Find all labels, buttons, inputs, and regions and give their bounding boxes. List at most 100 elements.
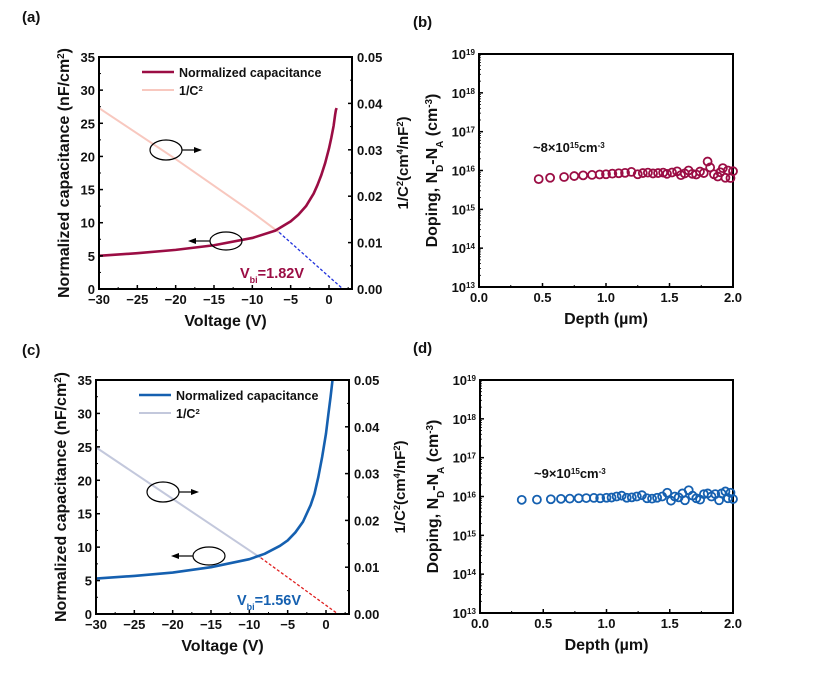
text-span: -3	[599, 467, 607, 476]
y-tick-label: 15	[78, 507, 92, 522]
data-point	[569, 171, 580, 181]
data-point	[626, 492, 637, 503]
text-span: 19	[467, 374, 476, 383]
text-span: bi	[247, 602, 255, 612]
y-right-tick-label: 0.01	[354, 560, 379, 575]
data-point	[648, 168, 658, 179]
x-tick-label: −30	[88, 292, 110, 307]
text-span: 1/C	[176, 407, 195, 421]
text-span: )	[395, 116, 412, 121]
text-span: 14	[467, 568, 476, 577]
x-tick-label: 0.0	[470, 290, 488, 305]
y-right-axis-label: 1/C2(cm4/nF2)	[395, 116, 412, 209]
x-tick-label: 1.0	[597, 290, 615, 305]
text-span: 1/C	[392, 510, 409, 534]
text-span: 2	[395, 181, 405, 186]
panel-label-b: (b)	[413, 14, 432, 31]
data-point	[680, 495, 690, 506]
data-point	[728, 166, 738, 177]
x-axis-label: Voltage (V)	[181, 638, 263, 655]
text-span: =1.82V	[258, 266, 305, 282]
text-span: D	[436, 491, 447, 498]
data-point	[607, 168, 618, 179]
doping-annotation: ~8×1015cm-3	[533, 140, 605, 155]
text-span: 18	[466, 86, 475, 95]
data-point	[594, 169, 605, 180]
data-point	[620, 167, 630, 178]
x-tick-label: −25	[126, 292, 148, 307]
text-span: 10	[452, 280, 466, 295]
text-span: 2	[395, 121, 405, 126]
text-span: 4	[392, 472, 402, 478]
text-span: 10	[452, 86, 466, 101]
y-right-tick-label: 0.02	[354, 513, 379, 528]
text-span: V	[240, 266, 250, 282]
y-right-tick-label: 0.00	[354, 607, 379, 622]
text-span: bi	[250, 275, 258, 285]
text-span: 2	[392, 505, 402, 510]
text-span: /nF	[395, 127, 412, 150]
x-tick-label: −20	[162, 617, 184, 632]
text-span: ~8×10	[533, 140, 570, 155]
panel-label-a: (a)	[22, 9, 40, 26]
x-tick-label: −25	[123, 617, 145, 632]
text-span: D	[435, 165, 446, 172]
x-axis-label: Voltage (V)	[184, 313, 266, 330]
y-tick-label: 25	[78, 440, 92, 455]
data-point	[559, 172, 569, 182]
data-point	[662, 168, 672, 179]
data-point	[516, 494, 527, 505]
y-tick-label: 30	[81, 83, 95, 98]
legend-label-capacitance: Normalized capacitance	[179, 66, 321, 80]
text-span: 18	[467, 412, 476, 421]
x-tick-label: −15	[200, 617, 222, 632]
y-tick-label: 35	[78, 373, 92, 388]
y-tick-label: 1017	[452, 125, 476, 140]
data-point	[632, 169, 643, 180]
text-span: A	[435, 141, 446, 148]
data-point	[588, 493, 599, 503]
text-span: 13	[466, 281, 475, 290]
text-span: 10	[453, 412, 467, 427]
vbi-annotation: Vbi=1.82V	[240, 266, 304, 285]
text-span: /nF	[392, 451, 409, 474]
ellipse-marker-right-axis	[149, 139, 183, 161]
x-tick-label: −15	[203, 292, 225, 307]
x-tick-label: 0	[322, 617, 329, 632]
x-tick-label: −5	[283, 292, 298, 307]
text-span: Doping, N	[424, 172, 441, 248]
y-right-tick-label: 0.05	[354, 373, 379, 388]
data-point	[601, 169, 611, 180]
linear-fit-dashed-line	[278, 231, 344, 290]
text-span: 14	[466, 242, 475, 251]
text-span: 10	[452, 47, 466, 62]
data-point	[652, 492, 662, 503]
text-span: )	[425, 420, 442, 425]
data-point	[611, 491, 622, 502]
capacitance-curve	[95, 379, 334, 580]
text-span: 15	[467, 529, 476, 538]
y-right-tick-label: 0.03	[357, 143, 382, 158]
x-tick-label: 2.0	[724, 290, 742, 305]
y-right-tick-label: 0.04	[354, 420, 380, 435]
y-tick-label: 25	[81, 116, 95, 131]
y-tick-label: 20	[81, 149, 95, 164]
arrow-left-icon	[188, 238, 196, 244]
text-span: 15	[466, 203, 475, 212]
y-tick-label: 5	[85, 574, 92, 589]
data-point	[728, 494, 738, 504]
data-point	[702, 156, 713, 167]
data-point	[545, 172, 556, 183]
x-tick-label: 0.5	[534, 616, 552, 631]
data-point	[564, 493, 575, 504]
arrow-right-icon	[191, 489, 199, 495]
data-point	[606, 492, 617, 503]
text-span: 15	[570, 141, 579, 150]
x-tick-label: −20	[165, 292, 187, 307]
y-right-tick-label: 0.02	[357, 189, 382, 204]
text-span: 15	[571, 467, 580, 476]
data-point	[556, 493, 566, 504]
y-right-tick-label: 0.04	[357, 96, 383, 111]
data-point	[653, 168, 663, 178]
data-point	[545, 494, 556, 505]
